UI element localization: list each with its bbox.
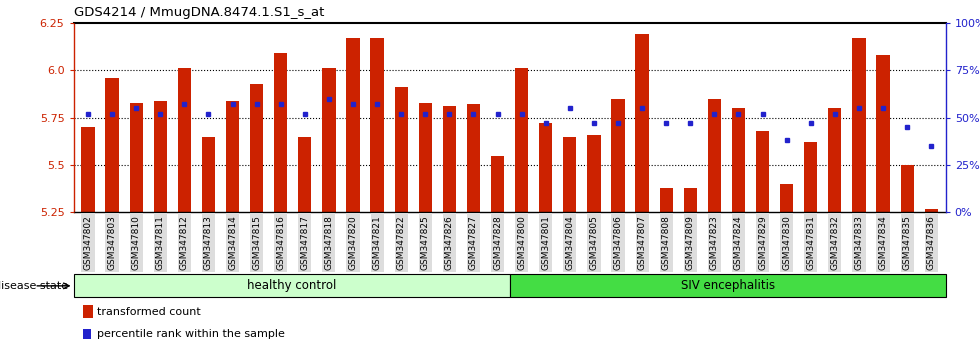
- Bar: [346, 38, 360, 212]
- Bar: [756, 131, 769, 212]
- Bar: [612, 99, 624, 212]
- Bar: [202, 137, 215, 212]
- Text: transformed count: transformed count: [97, 307, 201, 317]
- Bar: [74, 274, 510, 297]
- Text: GDS4214 / MmugDNA.8474.1.S1_s_at: GDS4214 / MmugDNA.8474.1.S1_s_at: [74, 6, 323, 19]
- Bar: [418, 103, 432, 212]
- Bar: [635, 34, 649, 212]
- Bar: [226, 101, 239, 212]
- Bar: [828, 108, 842, 212]
- Bar: [510, 274, 946, 297]
- Bar: [660, 188, 673, 212]
- Bar: [780, 184, 793, 212]
- Bar: [539, 124, 553, 212]
- Bar: [81, 127, 95, 212]
- Bar: [708, 99, 721, 212]
- Bar: [732, 108, 745, 212]
- Bar: [515, 68, 528, 212]
- Bar: [466, 104, 480, 212]
- Bar: [370, 38, 384, 212]
- Bar: [587, 135, 601, 212]
- Bar: [684, 188, 697, 212]
- Text: SIV encephalitis: SIV encephalitis: [680, 279, 775, 292]
- Text: healthy control: healthy control: [247, 279, 336, 292]
- Bar: [805, 142, 817, 212]
- Bar: [83, 329, 91, 339]
- Bar: [250, 84, 264, 212]
- Bar: [322, 68, 335, 212]
- Bar: [177, 68, 191, 212]
- Bar: [491, 156, 504, 212]
- Bar: [564, 137, 576, 212]
- Bar: [298, 137, 312, 212]
- Bar: [395, 87, 408, 212]
- Bar: [876, 55, 890, 212]
- Bar: [154, 101, 167, 212]
- Text: percentile rank within the sample: percentile rank within the sample: [97, 329, 285, 339]
- Bar: [924, 209, 938, 212]
- Bar: [901, 165, 913, 212]
- Bar: [853, 38, 865, 212]
- Text: disease state: disease state: [0, 281, 69, 291]
- Bar: [83, 305, 93, 318]
- Bar: [443, 106, 456, 212]
- Bar: [129, 103, 143, 212]
- Bar: [106, 78, 119, 212]
- Bar: [274, 53, 287, 212]
